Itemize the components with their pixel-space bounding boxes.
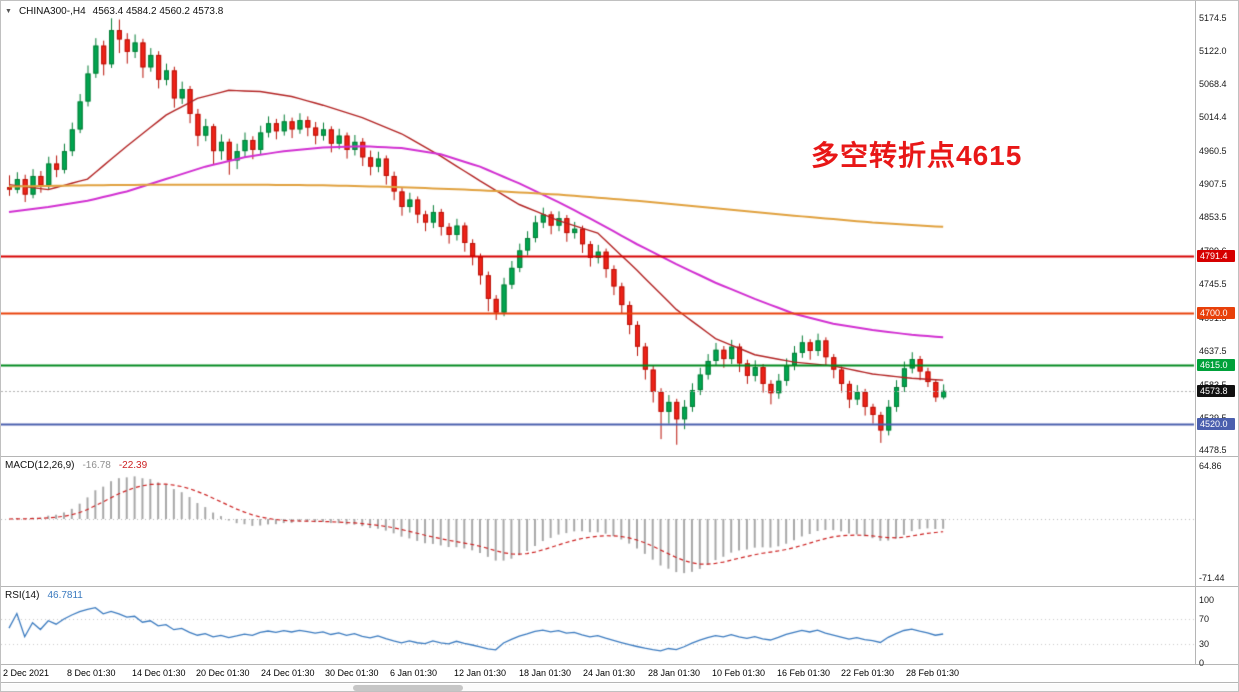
- time-axis-label: 20 Dec 01:30: [196, 668, 250, 678]
- time-axis-label: 6 Jan 01:30: [390, 668, 438, 678]
- price-line-badge: 4700.0: [1197, 306, 1235, 319]
- rsi-axis-label: 70: [1199, 613, 1210, 624]
- h-scrollbar-track[interactable]: [1, 684, 1238, 691]
- rsi-axis-label: 100: [1199, 595, 1215, 605]
- current-price-badge: 4573.8: [1197, 384, 1235, 397]
- h-scrollbar-thumb[interactable]: [353, 685, 463, 691]
- time-axis-label: 22 Feb 01:30: [841, 668, 895, 678]
- macd-axis-label: -71.44: [1199, 572, 1225, 583]
- price-axis-divider: [1195, 1, 1196, 664]
- time-axis-label: 30 Dec 01:30: [325, 668, 379, 678]
- time-axis-label: 24 Jan 01:30: [583, 668, 636, 678]
- panel-divider-bottom: [1, 682, 1238, 683]
- price-tick-label: 5174.5: [1199, 13, 1227, 23]
- macd-name: MACD(12,26,9): [5, 460, 75, 471]
- time-axis-label: 10 Feb 01:30: [712, 668, 766, 678]
- price-tick-label: 4960.5: [1199, 145, 1227, 156]
- macd-signal-value: -22.39: [118, 460, 148, 471]
- chart-header: ▼ CHINA300-,H4 4563.4 4584.2 4560.2 4573…: [5, 6, 223, 17]
- price-tick-label: 4745.5: [1199, 279, 1227, 290]
- price-tick-label: 5068.4: [1199, 78, 1227, 89]
- rsi-axis-label: 0: [1199, 657, 1205, 668]
- time-axis-label: 16 Feb 01:30: [777, 668, 831, 678]
- collapse-icon[interactable]: ▼: [5, 8, 12, 15]
- price-line-badge: 4615.0: [1197, 359, 1235, 372]
- symbol-period-label: CHINA300-,H4: [18, 6, 86, 17]
- chart-annotation-text[interactable]: 多空转折点4615: [811, 140, 1023, 171]
- price-tick-label: 4583.5: [1199, 380, 1227, 390]
- rsi-value: 46.7811: [47, 590, 83, 601]
- time-axis-label: 12 Jan 01:30: [454, 668, 507, 678]
- time-axis-label: 28 Jan 01:30: [648, 668, 701, 678]
- panel-divider-timeaxis: [1, 664, 1238, 665]
- time-axis-label: 14 Dec 01:30: [132, 668, 186, 678]
- time-axis-label: 2 Dec 2021: [3, 668, 50, 678]
- price-tick-label: 5122.0: [1199, 45, 1227, 56]
- price-tick-label: 4907.5: [1199, 178, 1227, 189]
- panel-divider-rsi: [1, 586, 1238, 587]
- time-axis-label: 28 Feb 01:30: [906, 668, 960, 678]
- price-line-badge: 4520.0: [1197, 418, 1235, 431]
- time-axis-label: 24 Dec 01:30: [261, 668, 315, 678]
- price-tick-label: 5014.4: [1199, 112, 1227, 123]
- ohlc-values: 4563.4 4584.2 4560.2 4573.8: [92, 6, 224, 17]
- time-axis-label: 8 Dec 01:30: [67, 668, 116, 678]
- price-tick-label: 4853.5: [1199, 212, 1227, 223]
- price-line-badge: 4791.4: [1197, 249, 1235, 262]
- macd-indicator-label: MACD(12,26,9) -16.78 -22.39: [5, 460, 147, 471]
- price-tick-label: 4637.5: [1199, 346, 1227, 357]
- panel-divider-macd: [1, 456, 1238, 457]
- rsi-axis-label: 30: [1199, 638, 1210, 649]
- time-axis-label: 18 Jan 01:30: [519, 668, 572, 678]
- price-tick-label: 4478.5: [1199, 445, 1227, 455]
- macd-main-value: -16.78: [82, 460, 111, 471]
- rsi-indicator-label: RSI(14) 46.7811: [5, 590, 83, 601]
- rsi-name: RSI(14): [5, 590, 40, 601]
- macd-axis-label: 64.86: [1199, 460, 1222, 471]
